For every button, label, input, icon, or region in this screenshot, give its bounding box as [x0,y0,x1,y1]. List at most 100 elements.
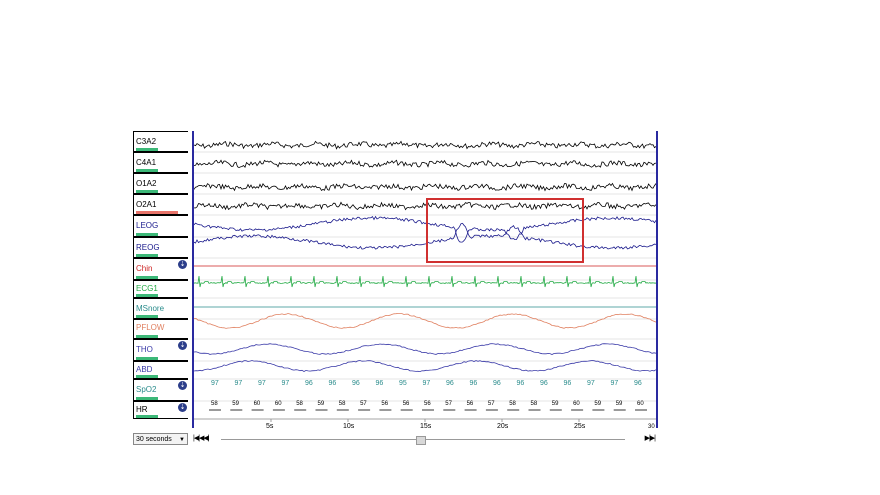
channel-label-text: C4A1 [136,158,157,167]
hr-value: 60 [573,401,580,407]
channel-label-hr[interactable]: HR ⇣ [133,401,188,419]
hr-value: 57 [445,401,452,407]
abdominal-trace [194,360,656,373]
time-tick-label: 5s [266,423,274,428]
spo2-value: 96 [329,380,337,387]
channel-label-text: O1A2 [136,179,157,188]
channel-label-text: O2A1 [136,200,157,209]
spo2-value: 97 [235,380,243,387]
trace-canvas: 97 97 97 97 96 96 96 96 95 97 96 96 96 96 96 96 97 97 96 58… [194,140,656,428]
calibration-icon[interactable]: ⇣ [178,381,187,390]
channel-gain-bar [136,211,178,214]
psg-viewer: C3A2 C4A1 O1A2 O2A1 LEOG REOG Chin ⇣ ECG1 MSnore P… [133,131,658,447]
thoracic-trace [194,343,656,355]
spo2-value: 96 [446,380,454,387]
calibration-icon[interactable]: ⇣ [178,403,187,412]
hr-value: 57 [360,401,367,407]
spo2-value: 96 [352,380,360,387]
channel-gain-bar [136,148,158,151]
epoch-length-select[interactable]: 30 seconds ▼ [133,433,188,445]
spo2-value: 96 [517,380,525,387]
channel-label-text: SpO2 [136,385,157,394]
trace-area[interactable]: 97 97 97 97 96 96 96 96 95 97 96 96 96 96 96 96 97 97 96 58… [192,131,658,428]
channel-gain-bar [136,169,158,172]
hr-value: 59 [594,401,601,407]
spo2-value: 96 [564,380,572,387]
hr-value: 56 [381,401,388,407]
spo2-value: 97 [258,380,266,387]
nav-forward-buttons[interactable]: ▶|▶| [644,435,656,442]
hr-value: 60 [254,401,261,407]
spo2-value: 96 [634,380,642,387]
eeg-trace-o2a1 [194,201,656,211]
hr-value: 60 [275,401,282,407]
spo2-value: 96 [540,380,548,387]
channel-label-chin[interactable]: Chin ⇣ [133,258,188,280]
hr-value: 60 [637,401,644,407]
spo2-value: 96 [376,380,384,387]
chevron-down-icon: ▼ [179,437,185,443]
calibration-icon[interactable]: ⇣ [178,260,187,269]
channel-gain-bar [136,335,158,338]
nav-back-buttons[interactable]: |◀|◀◀| [193,435,210,442]
channel-gain-bar [136,294,158,297]
eog-trace-leog [194,215,656,243]
epoch-length-value: 30 seconds [136,436,172,443]
channel-label-o1a2[interactable]: O1A2 [133,173,188,194]
bottom-toolbar: 30 seconds ▼ |◀|◀◀| ▶|▶| [133,431,658,447]
channel-label-abd[interactable]: ABD [133,361,188,379]
hr-value: 58 [339,401,346,407]
spo2-value: 96 [305,380,313,387]
spo2-value: 96 [493,380,501,387]
channel-label-leog[interactable]: LEOG [133,215,188,237]
channel-gain-bar [136,357,158,360]
channel-label-text: C3A2 [136,137,157,146]
hr-value: 58 [509,401,516,407]
spo2-value: 97 [423,380,431,387]
channel-gain-bar [136,397,158,400]
hr-value: 58 [211,401,218,407]
channel-label-spo2[interactable]: SpO2 ⇣ [133,379,188,401]
ecg-trace [194,275,656,288]
channel-gain-bar [136,315,158,318]
channel-gain-bar [136,415,158,418]
hr-value: 56 [424,401,431,407]
channel-label-text: HR [136,405,148,414]
hr-value: 59 [318,401,325,407]
pflow-trace [194,313,656,329]
channel-label-reog[interactable]: REOG [133,237,188,258]
channel-label-text: Chin [136,264,153,273]
channel-label-ecg1[interactable]: ECG1 [133,280,188,298]
time-tick-label: 20s [497,423,509,428]
spo2-value: 97 [282,380,290,387]
channel-label-column: C3A2 C4A1 O1A2 O2A1 LEOG REOG Chin ⇣ ECG1 MSnore P… [133,131,189,419]
channel-label-text: ABD [136,365,153,374]
time-tick-label: 10s [343,423,355,428]
eeg-trace-o1a2 [194,182,656,192]
channel-label-text: ECG1 [136,284,158,293]
channel-label-c4a1[interactable]: C4A1 [133,152,188,173]
time-end-label: 30 [648,424,655,428]
channel-label-text: LEOG [136,221,159,230]
spo2-value: 97 [611,380,619,387]
channel-label-tho[interactable]: THO ⇣ [133,339,188,361]
hr-value: 56 [467,401,474,407]
spo2-value: 96 [470,380,478,387]
channel-label-c3a2[interactable]: C3A2 [133,131,188,152]
eeg-trace-c3a2 [194,140,656,150]
spo2-value: 95 [399,380,407,387]
calibration-icon[interactable]: ⇣ [178,341,187,350]
time-scrollbar-thumb[interactable] [416,436,426,445]
channel-gain-bar [136,233,158,236]
hr-value: 59 [232,401,239,407]
hr-value: 57 [488,401,495,407]
channel-label-msnore[interactable]: MSnore [133,298,188,319]
channel-gain-bar [136,375,158,378]
channel-label-pflow[interactable]: PFLOW [133,319,188,339]
time-tick-label: 15s [420,423,432,428]
channel-label-o2a1[interactable]: O2A1 [133,194,188,215]
channel-label-text: REOG [136,243,160,252]
event-highlight-box [426,198,584,263]
hr-value: 59 [552,401,559,407]
time-tick-label: 25s [574,423,586,428]
